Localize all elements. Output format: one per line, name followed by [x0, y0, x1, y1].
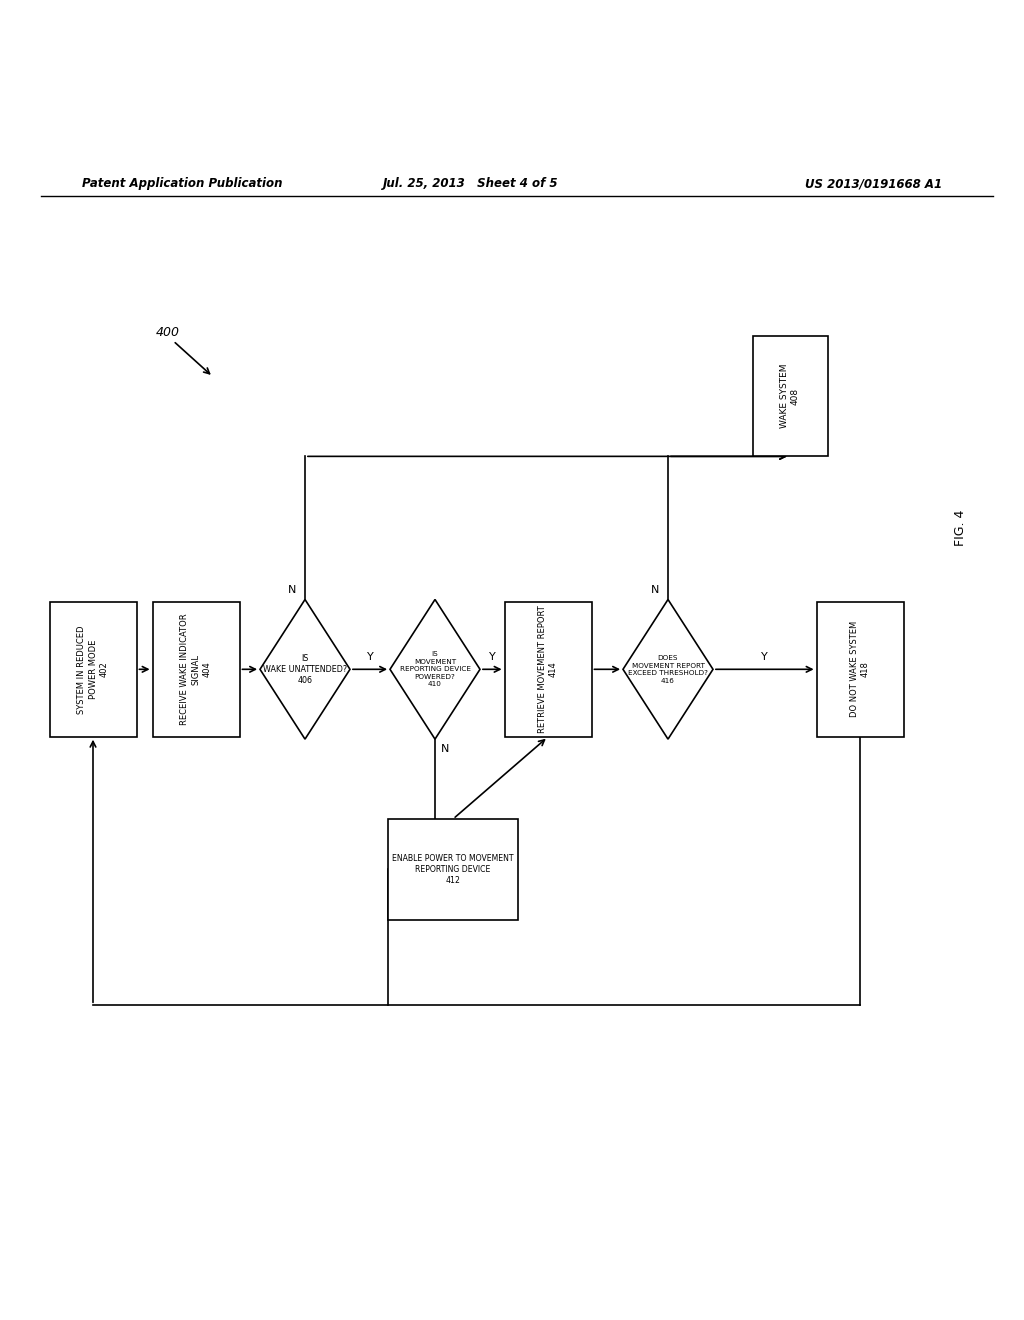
Text: N: N: [441, 744, 450, 754]
Text: SYSTEM IN REDUCED
POWER MODE
402: SYSTEM IN REDUCED POWER MODE 402: [78, 626, 109, 714]
Text: FIG. 4: FIG. 4: [953, 510, 967, 546]
Text: Jul. 25, 2013   Sheet 4 of 5: Jul. 25, 2013 Sheet 4 of 5: [383, 177, 559, 190]
FancyBboxPatch shape: [753, 337, 827, 457]
FancyBboxPatch shape: [388, 818, 518, 920]
Text: RECEIVE WAKE INDICATOR
SIGNAL
404: RECEIVE WAKE INDICATOR SIGNAL 404: [180, 614, 212, 725]
Polygon shape: [623, 599, 713, 739]
Text: US 2013/0191668 A1: US 2013/0191668 A1: [805, 177, 942, 190]
Polygon shape: [260, 599, 350, 739]
Text: Y: Y: [367, 652, 374, 663]
FancyBboxPatch shape: [505, 602, 592, 737]
Text: RETRIEVE MOVEMENT REPORT
414: RETRIEVE MOVEMENT REPORT 414: [538, 606, 558, 733]
FancyBboxPatch shape: [49, 602, 136, 737]
Text: IS
MOVEMENT
REPORTING DEVICE
POWERED?
410: IS MOVEMENT REPORTING DEVICE POWERED? 41…: [399, 651, 470, 688]
Text: Patent Application Publication: Patent Application Publication: [82, 177, 283, 190]
Polygon shape: [390, 599, 480, 739]
Text: ENABLE POWER TO MOVEMENT
REPORTING DEVICE
412: ENABLE POWER TO MOVEMENT REPORTING DEVIC…: [392, 854, 514, 884]
Text: Y: Y: [488, 652, 496, 663]
Text: DOES
MOVEMENT REPORT
EXCEED THRESHOLD?
416: DOES MOVEMENT REPORT EXCEED THRESHOLD? 4…: [628, 655, 708, 684]
FancyBboxPatch shape: [816, 602, 903, 737]
Text: IS
WAKE UNATTENDED?
406: IS WAKE UNATTENDED? 406: [263, 653, 347, 685]
Text: N: N: [288, 585, 296, 595]
Text: 400: 400: [156, 326, 180, 339]
Text: Y: Y: [762, 652, 768, 663]
Text: WAKE SYSTEM
408: WAKE SYSTEM 408: [780, 364, 800, 429]
Text: DO NOT WAKE SYSTEM
418: DO NOT WAKE SYSTEM 418: [850, 622, 870, 718]
Text: N: N: [650, 585, 658, 595]
FancyBboxPatch shape: [153, 602, 240, 737]
